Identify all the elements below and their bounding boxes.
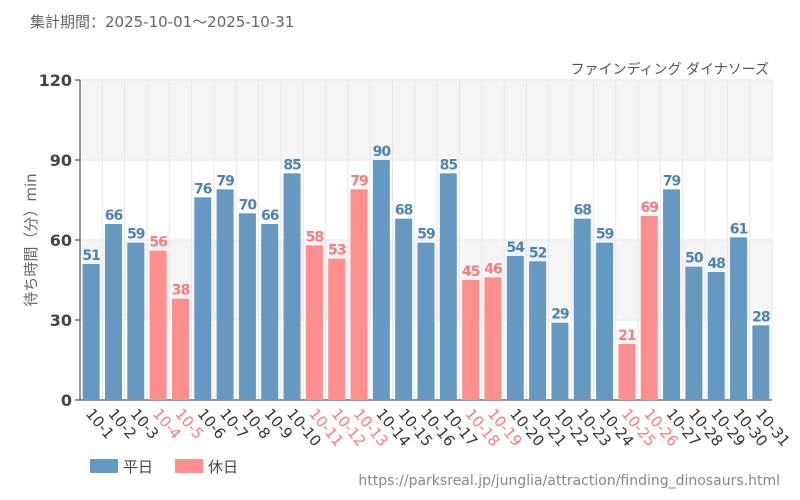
bar-10-26 (640, 216, 658, 400)
data-label: 59 (417, 227, 435, 243)
data-label: 68 (395, 203, 413, 219)
data-label: 29 (551, 307, 569, 323)
data-label: 79 (216, 173, 234, 189)
legend-swatch-holiday (175, 459, 203, 473)
data-label: 69 (640, 200, 658, 216)
bar-10-4 (149, 250, 167, 400)
data-label: 79 (663, 173, 681, 189)
bar-10-23 (573, 218, 591, 400)
bar-10-13 (350, 189, 368, 400)
period-label: 集計期間：2025-10-01～2025-10-31 (30, 13, 295, 31)
bar-10-14 (372, 160, 390, 400)
bar-10-16 (417, 242, 435, 400)
data-label: 85 (440, 157, 458, 173)
y-tick-label: 60 (50, 231, 72, 250)
bar-10-27 (663, 189, 681, 400)
data-label: 61 (730, 221, 748, 237)
data-label: 45 (462, 264, 480, 280)
y-tick-label: 90 (50, 151, 72, 170)
bar-10-9 (261, 224, 279, 400)
bar-10-19 (484, 277, 502, 400)
bar-10-31 (752, 325, 770, 400)
bar-10-11 (305, 245, 323, 400)
bar-10-3 (127, 242, 145, 400)
bar-10-18 (462, 280, 480, 400)
bar-10-24 (596, 242, 614, 400)
data-label: 59 (127, 227, 145, 243)
grid-band (80, 80, 772, 160)
bar-10-25 (618, 344, 636, 400)
y-axis-label: 待ち時間（分）min (22, 173, 40, 306)
bar-10-10 (283, 173, 301, 400)
data-label: 38 (172, 283, 190, 299)
legend-label-weekday: 平日 (123, 458, 153, 476)
data-label: 68 (574, 203, 592, 219)
bar-10-8 (238, 213, 256, 400)
y-tick-label: 30 (50, 311, 72, 330)
bar-10-1 (82, 264, 100, 400)
data-label: 53 (328, 243, 346, 259)
bar-10-15 (395, 218, 413, 400)
data-label: 54 (507, 240, 526, 256)
data-label: 66 (105, 208, 123, 224)
bar-10-22 (551, 322, 569, 400)
bar-10-29 (707, 272, 725, 400)
source-url: https://parksreal.jp/junglia/attraction/… (358, 473, 780, 489)
data-label: 90 (373, 144, 392, 160)
chart-title: ファインディング ダイナソーズ (571, 61, 770, 78)
legend-label-holiday: 休日 (208, 458, 238, 476)
data-label: 50 (685, 251, 704, 267)
bar-10-20 (506, 256, 524, 400)
data-label: 52 (529, 245, 547, 261)
bar-10-30 (730, 237, 748, 400)
bar-10-6 (194, 197, 212, 400)
data-label: 46 (484, 261, 502, 277)
data-label: 76 (194, 181, 212, 197)
y-tick-label: 0 (61, 391, 72, 410)
bar-10-28 (685, 266, 703, 400)
bar-10-17 (439, 173, 457, 400)
bar-10-2 (104, 224, 122, 400)
data-label: 59 (596, 227, 614, 243)
data-label: 51 (82, 248, 100, 264)
data-label: 85 (283, 157, 301, 173)
data-label: 48 (707, 256, 725, 272)
bar-10-21 (529, 261, 547, 400)
legend-swatch-weekday (90, 459, 118, 473)
bar-10-7 (216, 189, 234, 400)
data-label: 70 (239, 197, 258, 213)
bar-10-5 (171, 298, 189, 400)
data-label: 28 (752, 309, 770, 325)
data-label: 66 (261, 208, 279, 224)
y-tick-label: 120 (39, 71, 72, 90)
data-label: 58 (306, 229, 324, 245)
data-label: 56 (149, 235, 167, 251)
data-label: 79 (350, 173, 368, 189)
bar-10-12 (328, 258, 346, 400)
data-label: 21 (618, 328, 636, 344)
